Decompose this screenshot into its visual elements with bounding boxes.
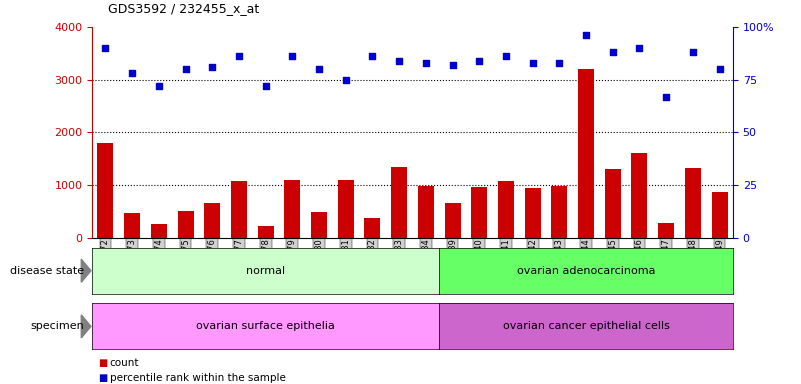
Bar	[685, 168, 701, 238]
Bar	[284, 180, 300, 238]
Bar	[258, 227, 274, 238]
Bar	[551, 186, 567, 238]
Point	[633, 45, 646, 51]
Polygon shape	[82, 259, 91, 282]
Bar	[631, 152, 647, 238]
Point	[580, 32, 593, 38]
Point	[606, 49, 619, 55]
Text: count: count	[110, 358, 139, 368]
Bar	[204, 203, 220, 238]
Point	[366, 53, 379, 60]
Bar	[711, 192, 727, 238]
Point	[420, 60, 433, 66]
Point	[152, 83, 165, 89]
Bar	[311, 212, 327, 238]
Bar	[525, 189, 541, 238]
Point	[553, 60, 566, 66]
Text: ovarian cancer epithelial cells: ovarian cancer epithelial cells	[503, 321, 670, 331]
Text: ovarian surface epithelia: ovarian surface epithelia	[196, 321, 335, 331]
Point	[126, 70, 139, 76]
Bar	[98, 143, 114, 238]
Bar	[231, 181, 247, 238]
Text: ovarian adenocarcinoma: ovarian adenocarcinoma	[517, 266, 655, 276]
Bar	[338, 180, 354, 238]
Bar	[605, 169, 621, 238]
Point	[526, 60, 539, 66]
Text: GDS3592 / 232455_x_at: GDS3592 / 232455_x_at	[108, 2, 260, 15]
Text: ■: ■	[99, 373, 108, 383]
Bar	[178, 210, 194, 238]
Point	[232, 53, 245, 60]
Point	[686, 49, 699, 55]
Bar	[151, 224, 167, 238]
Point	[286, 53, 299, 60]
Text: disease state: disease state	[10, 266, 84, 276]
Point	[99, 45, 112, 51]
Point	[340, 76, 352, 83]
Text: percentile rank within the sample: percentile rank within the sample	[110, 373, 286, 383]
Bar	[471, 187, 487, 238]
Bar	[445, 203, 461, 238]
Bar	[391, 167, 407, 238]
Polygon shape	[82, 315, 91, 338]
Point	[206, 64, 219, 70]
Bar	[364, 218, 380, 238]
Point	[312, 66, 325, 72]
Bar	[578, 69, 594, 238]
Point	[500, 53, 513, 60]
Bar	[418, 186, 434, 238]
Bar	[124, 213, 140, 238]
Bar	[498, 181, 514, 238]
Text: ■: ■	[99, 358, 108, 368]
Point	[473, 58, 485, 64]
Point	[713, 66, 726, 72]
Bar	[658, 223, 674, 238]
Point	[660, 94, 673, 100]
Point	[260, 83, 272, 89]
Point	[446, 62, 459, 68]
Point	[392, 58, 405, 64]
Text: normal: normal	[246, 266, 285, 276]
Point	[179, 66, 192, 72]
Text: specimen: specimen	[30, 321, 84, 331]
